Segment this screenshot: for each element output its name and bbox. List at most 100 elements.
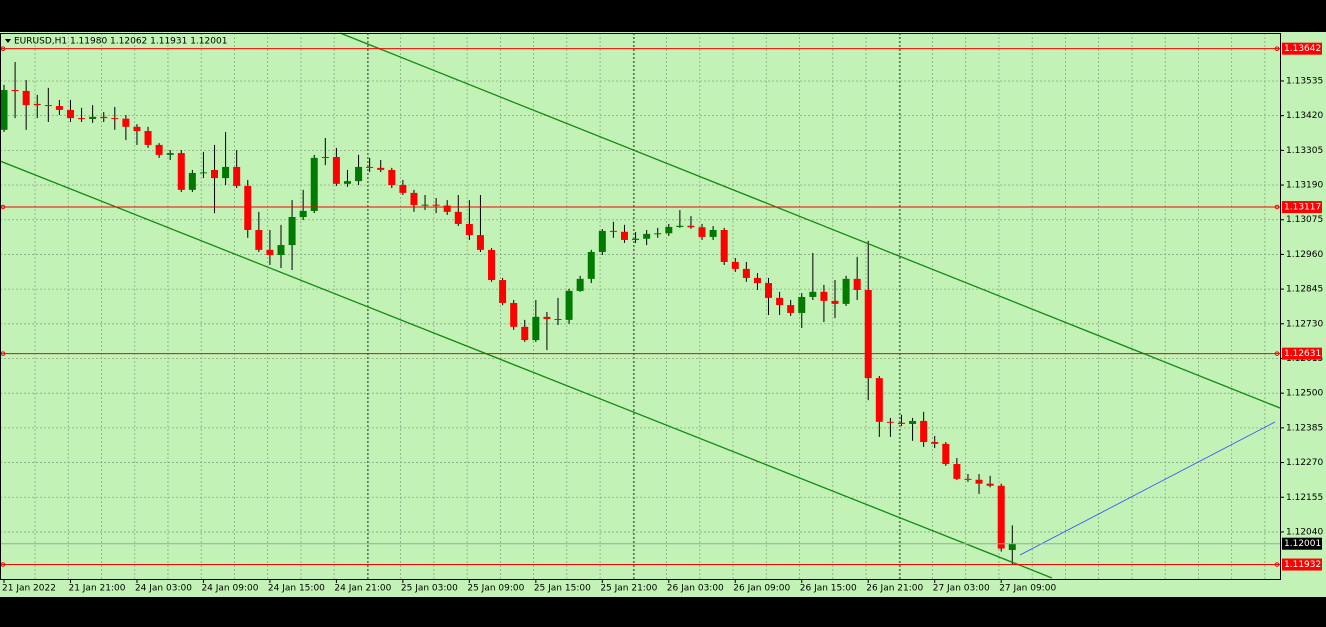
candle-body — [499, 280, 507, 303]
candle-body — [620, 231, 628, 240]
x-tick-label: 24 Jan 09:00 — [201, 584, 258, 594]
candle-body — [532, 316, 540, 341]
y-tick-label: 1.12040 — [1286, 527, 1323, 537]
candle-body — [343, 181, 351, 184]
candle-body — [465, 223, 473, 236]
upper-trendline — [339, 32, 1281, 409]
candle-body — [266, 249, 274, 256]
candle-body — [277, 245, 285, 256]
candle-body — [598, 230, 606, 253]
candle-body — [332, 156, 340, 184]
candle-body — [842, 278, 850, 304]
candle-body — [155, 144, 163, 155]
candle-body — [288, 217, 296, 246]
candle-body — [776, 297, 784, 306]
candle-body — [897, 422, 905, 424]
y-tick-label: 1.12500 — [1286, 389, 1323, 399]
level-handle — [1274, 46, 1280, 51]
candle-body — [687, 225, 695, 228]
candle-body — [643, 233, 651, 239]
level-label-box — [1282, 347, 1322, 360]
level-label: 1.13117 — [1284, 203, 1321, 213]
candle-body — [144, 131, 152, 145]
candle-body — [676, 225, 684, 227]
candle-body — [632, 238, 640, 240]
candle-body — [587, 252, 595, 279]
candle-body — [920, 420, 928, 443]
candle-body — [875, 378, 883, 422]
candle-body — [310, 157, 318, 211]
plot-border — [0, 33, 1281, 580]
level-handle — [1274, 351, 1280, 356]
candle-body — [233, 166, 241, 186]
candle-body — [399, 185, 407, 193]
candle-body — [543, 316, 551, 319]
candle-body — [931, 442, 939, 444]
y-tick-label: 1.13190 — [1286, 181, 1323, 191]
y-tick-label: 1.13075 — [1286, 215, 1323, 225]
level-handle — [0, 46, 6, 51]
candle-body — [476, 235, 484, 250]
candle-body — [521, 326, 529, 341]
candle-body — [698, 227, 706, 237]
level-label: 1.13642 — [1284, 44, 1321, 54]
candle-body — [809, 291, 817, 297]
candle-body — [654, 233, 662, 235]
candle-body — [122, 118, 130, 127]
y-tick-label: 1.13305 — [1286, 146, 1323, 156]
x-tick-label: 24 Jan 15:00 — [268, 584, 325, 594]
candle-body — [831, 300, 839, 304]
lower-trendline — [0, 160, 1053, 579]
candle-body — [255, 229, 263, 250]
level-label: 1.12631 — [1284, 349, 1321, 359]
candle-body — [986, 483, 994, 486]
level-label-box — [1282, 201, 1322, 214]
candle-body — [410, 192, 418, 205]
x-tick-label: 26 Jan 15:00 — [800, 584, 857, 594]
level-handle — [0, 204, 6, 210]
candle-body — [820, 291, 828, 301]
candle-body — [377, 167, 385, 170]
x-tick-label: 24 Jan 03:00 — [135, 584, 192, 594]
candle-body — [964, 478, 972, 480]
y-tick-label: 1.13420 — [1286, 111, 1323, 121]
candle-body — [975, 479, 983, 484]
x-tick-label: 25 Jan 15:00 — [534, 584, 591, 594]
chart-title: EURUSD,H1 1.11980 1.12062 1.11931 1.1200… — [14, 37, 227, 47]
projection-line — [1019, 421, 1276, 556]
candle-body — [11, 90, 19, 92]
candle-body — [510, 302, 518, 327]
candle-body — [421, 204, 429, 206]
candle-body — [177, 153, 185, 190]
chart-bg — [0, 32, 1326, 597]
candle-body — [753, 277, 761, 284]
candle-body — [89, 116, 97, 119]
candle-body — [222, 166, 230, 179]
candle-body — [909, 420, 917, 424]
candle-body — [100, 116, 108, 119]
candles-layer — [0, 61, 1016, 565]
candle-body — [565, 290, 573, 320]
candle-body — [133, 126, 141, 132]
y-tick-label: 1.12730 — [1286, 319, 1323, 329]
candle-body — [609, 230, 617, 232]
x-tick-label: 26 Jan 03:00 — [667, 584, 724, 594]
candle-body — [454, 211, 462, 224]
y-tick-label: 1.12385 — [1286, 423, 1323, 433]
level-label-box — [1282, 42, 1322, 55]
x-tick-label: 27 Jan 09:00 — [999, 584, 1056, 594]
candle-body — [443, 205, 451, 212]
x-tick-label: 21 Jan 21:00 — [68, 584, 125, 594]
y-tick-label: 1.13535 — [1286, 76, 1323, 86]
candle-body — [576, 278, 584, 291]
y-tick-label: 1.12155 — [1286, 493, 1323, 503]
candle-body — [488, 249, 496, 281]
level-handle — [1274, 562, 1280, 567]
menu-arrow[interactable] — [5, 39, 11, 43]
candle-body — [55, 106, 63, 110]
x-tick-label: 24 Jan 21:00 — [334, 584, 391, 594]
candle-body — [665, 226, 673, 234]
trendlines — [0, 32, 1281, 579]
x-tick-label: 25 Jan 21:00 — [600, 584, 657, 594]
